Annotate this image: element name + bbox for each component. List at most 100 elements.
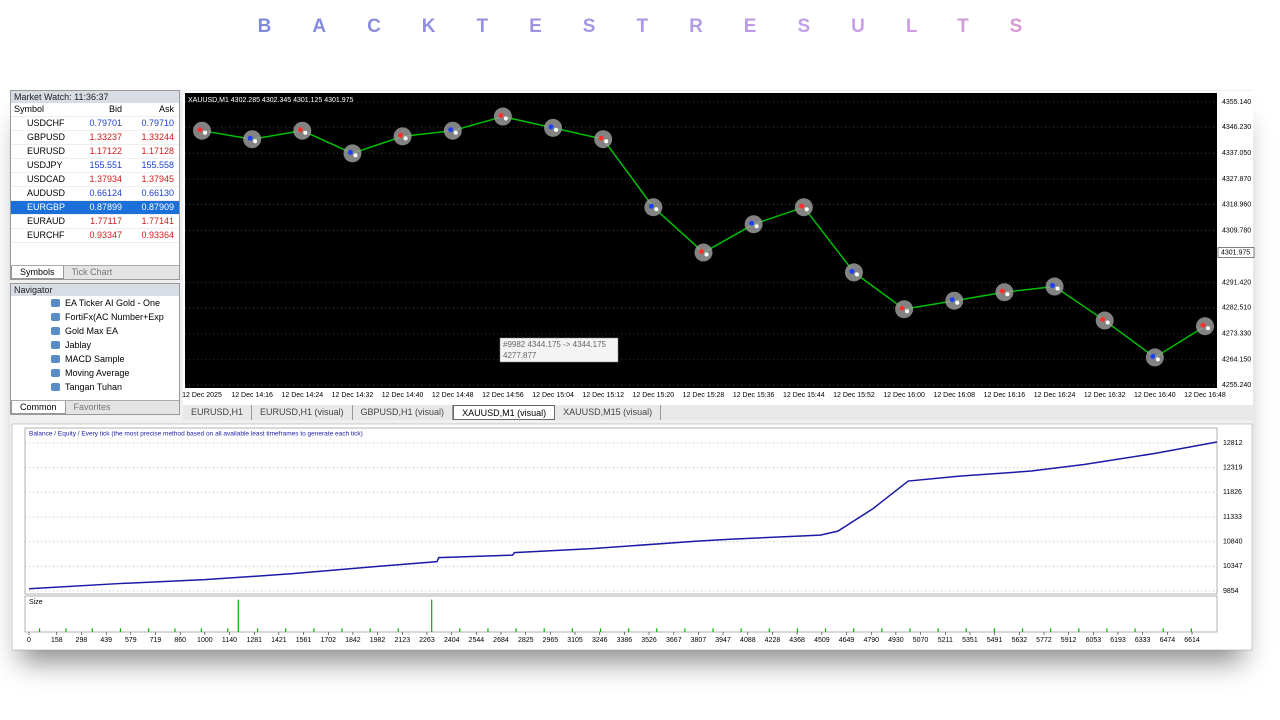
size-bar <box>515 628 517 632</box>
price: 1.33244 <box>141 132 174 142</box>
x-tick-label: 719 <box>150 637 162 644</box>
trade-marker <box>544 118 563 137</box>
tree-item[interactable]: MACD Sample <box>11 352 179 366</box>
tab[interactable]: Favorites <box>73 402 111 412</box>
price: 1.17128 <box>141 146 174 156</box>
marker-dot <box>699 249 704 255</box>
x-tick-label: 5491 <box>987 637 1003 644</box>
plot-area <box>24 427 1218 595</box>
size-bar <box>341 628 343 632</box>
x-tick-label: 12 Dec 14:56 <box>482 392 524 399</box>
x-tick-label: 2965 <box>543 637 559 644</box>
marker-dot <box>253 139 258 144</box>
marker-dot <box>899 305 905 311</box>
x-tick-label: 2825 <box>518 637 534 644</box>
marker-dot <box>854 272 859 277</box>
x-tick-label: 1842 <box>345 637 361 644</box>
x-tick-label: 1281 <box>246 637 262 644</box>
tree-item[interactable]: FortiFx(AC Number+Exp <box>11 310 179 324</box>
size-bar <box>824 628 827 632</box>
size-bar <box>543 628 545 632</box>
x-tick-label: 4228 <box>765 637 781 644</box>
marker-dot <box>398 132 404 138</box>
tree-item[interactable]: Moving Average <box>11 366 179 380</box>
tab[interactable]: EURUSD,H1 <box>183 405 253 420</box>
x-tick-label: 3246 <box>592 637 608 644</box>
plot-area <box>24 595 1218 633</box>
x-tick-label: 5912 <box>1061 637 1077 644</box>
size-bar <box>65 628 67 632</box>
marker-dot <box>403 136 408 141</box>
size-bar <box>571 628 573 632</box>
table-row[interactable]: USDCAD 1.37934 1.37945 <box>11 173 179 187</box>
tab[interactable]: GBPUSD,H1 (visual) <box>353 405 454 420</box>
x-tick-label: 12 Dec 15:20 <box>633 392 675 399</box>
chart-header: XAUUSD,M1 4302.285 4302.345 4301.125 430… <box>188 97 354 104</box>
tree: EA Ticker AI Gold - One FortiFx(AC Number… <box>11 296 179 394</box>
symbol: EURAUD <box>27 216 66 226</box>
symbol: USDJPY <box>27 160 63 170</box>
y-tick-label: 4309.780 <box>1222 227 1251 234</box>
chart-tabs: EURUSD,H1 EURUSD,H1 (visual) GBPUSD,H1 (vi… <box>183 405 1253 420</box>
price: 1.37934 <box>89 174 122 184</box>
size-bar <box>459 628 461 632</box>
marker-dot <box>955 300 960 305</box>
tree-item[interactable]: Jablay <box>11 338 179 352</box>
price: 1.77141 <box>141 216 174 226</box>
x-tick-label: 12 Dec 15:36 <box>733 392 775 399</box>
x-tick-label: 4790 <box>864 637 880 644</box>
symbol: GBPUSD <box>27 132 66 142</box>
marker-dot <box>704 252 709 257</box>
market-watch: Market Watch: 11:36:37 Symbol Bid Ask USDC… <box>10 90 180 280</box>
x-tick-label: 12 Dec 16:48 <box>1184 392 1226 399</box>
x-tick-label: 3386 <box>617 637 633 644</box>
x-tick-label: 3667 <box>666 637 682 644</box>
y-tick-label: 4337.050 <box>1222 150 1251 157</box>
tab[interactable]: EURUSD,H1 (visual) <box>252 405 353 420</box>
symbol: USDCHF <box>27 118 65 128</box>
tree-item[interactable]: Tangan Tuhan <box>11 380 179 394</box>
marker-dot <box>1206 326 1210 331</box>
tab[interactable]: XAUUSD,M1 (visual) <box>453 405 556 420</box>
table-row[interactable]: EURGBP 0.87899 0.87909 <box>11 201 179 215</box>
price: 0.93364 <box>141 230 174 240</box>
x-tick-label: 2404 <box>444 637 460 644</box>
marker-dot <box>1050 283 1056 289</box>
price: 0.79710 <box>141 118 174 128</box>
table-row[interactable]: EURCHF 0.93347 0.93364 <box>11 229 179 243</box>
table-row[interactable]: EURAUD 1.77117 1.77141 <box>11 215 179 229</box>
symbol: USDCAD <box>27 174 66 184</box>
last-price-label: 4301.975 <box>1221 249 1250 256</box>
tab[interactable]: Symbols <box>11 266 64 279</box>
trade-marker <box>895 300 914 319</box>
table-row[interactable]: GBPUSD 1.33237 1.33244 <box>11 131 179 145</box>
table-row[interactable]: USDJPY 155.551 155.558 <box>11 159 179 173</box>
marker-dot <box>648 203 654 209</box>
x-tick-label: 860 <box>174 637 186 644</box>
tab[interactable]: Tick Chart <box>71 267 113 277</box>
tab[interactable]: XAUUSD,M15 (visual) <box>555 405 662 420</box>
size-bar <box>200 628 202 632</box>
x-tick-label: 12 Dec 14:48 <box>432 392 474 399</box>
marker-dot <box>303 130 308 135</box>
table-row[interactable]: EURUSD 1.17122 1.17128 <box>11 145 179 159</box>
x-tick-label: 1140 <box>222 637 237 644</box>
table-row[interactable]: AUDUSD 0.66124 0.66130 <box>11 187 179 201</box>
tab[interactable]: Common <box>11 401 66 414</box>
x-tick-label: 12 Dec 14:24 <box>281 392 323 399</box>
marker-dot <box>604 139 609 144</box>
marker-dot <box>949 297 955 303</box>
price: 1.33237 <box>89 132 122 142</box>
tree-item[interactable]: Gold Max EA <box>11 324 179 338</box>
marker-dot <box>247 135 253 141</box>
marker-dot <box>1005 292 1010 297</box>
marker-dot <box>448 127 454 133</box>
table-row[interactable]: USDCHF 0.79701 0.79710 <box>11 117 179 131</box>
column-header: Ask <box>158 104 174 114</box>
x-tick-label: 12 Dec 16:32 <box>1084 392 1126 399</box>
marker-dot <box>347 149 353 155</box>
tree-item[interactable]: EA Ticker AI Gold - One <box>11 296 179 310</box>
price: 1.17122 <box>89 146 122 156</box>
price: 0.66124 <box>89 188 122 198</box>
trade-marker <box>443 121 462 140</box>
